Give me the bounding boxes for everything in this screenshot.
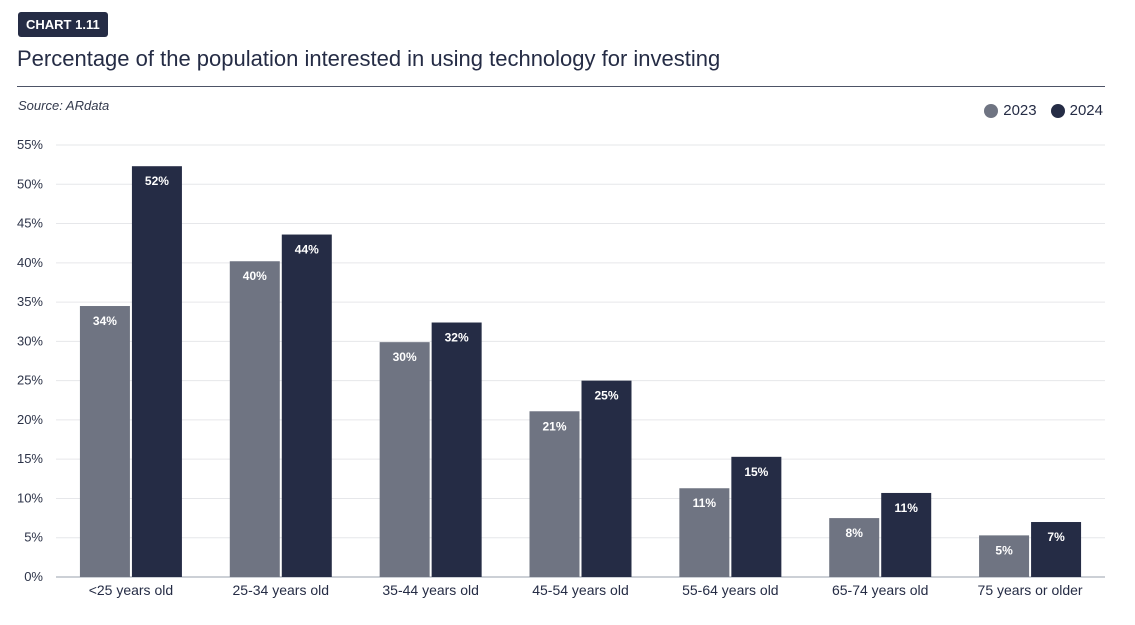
bar-2024: [731, 456, 782, 577]
data-label-2024: 15%: [744, 465, 768, 479]
bar-2023: [79, 306, 130, 577]
bar-2024: [881, 492, 932, 577]
chart-title: Percentage of the population interested …: [17, 46, 721, 71]
data-label-2023: 5%: [995, 543, 1013, 557]
y-tick-label: 25%: [17, 373, 43, 388]
chart-source: Source: ARdata: [18, 98, 110, 113]
x-tick-label: 45-54 years old: [532, 582, 629, 598]
bar-2023: [379, 342, 430, 577]
x-tick-label: 35-44 years old: [382, 582, 479, 598]
y-tick-label: 50%: [17, 176, 43, 191]
chart-number-badge: CHART 1.11: [18, 12, 108, 37]
bar-2024: [131, 166, 182, 577]
bar-2024: [431, 322, 482, 577]
legend-label-2023: 2023: [1003, 102, 1037, 119]
x-tick-label: 65-74 years old: [832, 582, 929, 598]
x-tick-label: 25-34 years old: [233, 582, 330, 598]
y-tick-label: 0%: [24, 569, 43, 584]
bar-2023: [829, 518, 880, 577]
data-label-2024: 7%: [1047, 530, 1065, 544]
data-label-2023: 8%: [846, 526, 864, 540]
y-tick-label: 35%: [17, 294, 43, 309]
legend-swatch-2023: [984, 103, 999, 118]
data-label-2023: 21%: [542, 419, 566, 433]
y-tick-label: 45%: [17, 216, 43, 231]
legend-swatch-2024: [1050, 103, 1065, 118]
legend-item-2023: 2023: [984, 102, 1037, 119]
bar-2024: [281, 234, 332, 578]
data-label-2023: 11%: [693, 496, 717, 510]
title-divider: [17, 86, 1105, 87]
y-tick-label: 40%: [17, 255, 43, 270]
data-label-2023: 40%: [243, 269, 267, 283]
bar-2023: [679, 488, 730, 577]
x-tick-label: 75 years or older: [978, 582, 1083, 598]
y-tick-label: 55%: [17, 137, 43, 152]
data-label-2024: 52%: [145, 174, 169, 188]
data-label-2023: 34%: [93, 314, 117, 328]
y-tick-label: 30%: [17, 333, 43, 348]
y-tick-label: 5%: [24, 530, 43, 545]
bar-2024: [581, 380, 632, 577]
bar-2023: [979, 535, 1030, 577]
bar-2023: [229, 261, 280, 577]
y-tick-label: 10%: [17, 490, 43, 505]
bar-2024: [1031, 522, 1082, 577]
legend-label-2024: 2024: [1069, 102, 1103, 119]
y-tick-label: 20%: [17, 412, 43, 427]
bar-2023: [529, 411, 580, 577]
x-tick-label: <25 years old: [89, 582, 173, 598]
x-tick-label: 55-64 years old: [682, 582, 779, 598]
data-label-2024: 11%: [895, 501, 919, 515]
data-label-2023: 30%: [393, 350, 417, 364]
chart-legend: 2023 2024: [970, 102, 1103, 119]
data-label-2024: 25%: [594, 389, 618, 403]
data-label-2024: 44%: [295, 243, 319, 257]
data-label-2024: 32%: [445, 331, 469, 345]
y-tick-label: 15%: [17, 451, 43, 466]
legend-item-2024: 2024: [1050, 102, 1103, 119]
